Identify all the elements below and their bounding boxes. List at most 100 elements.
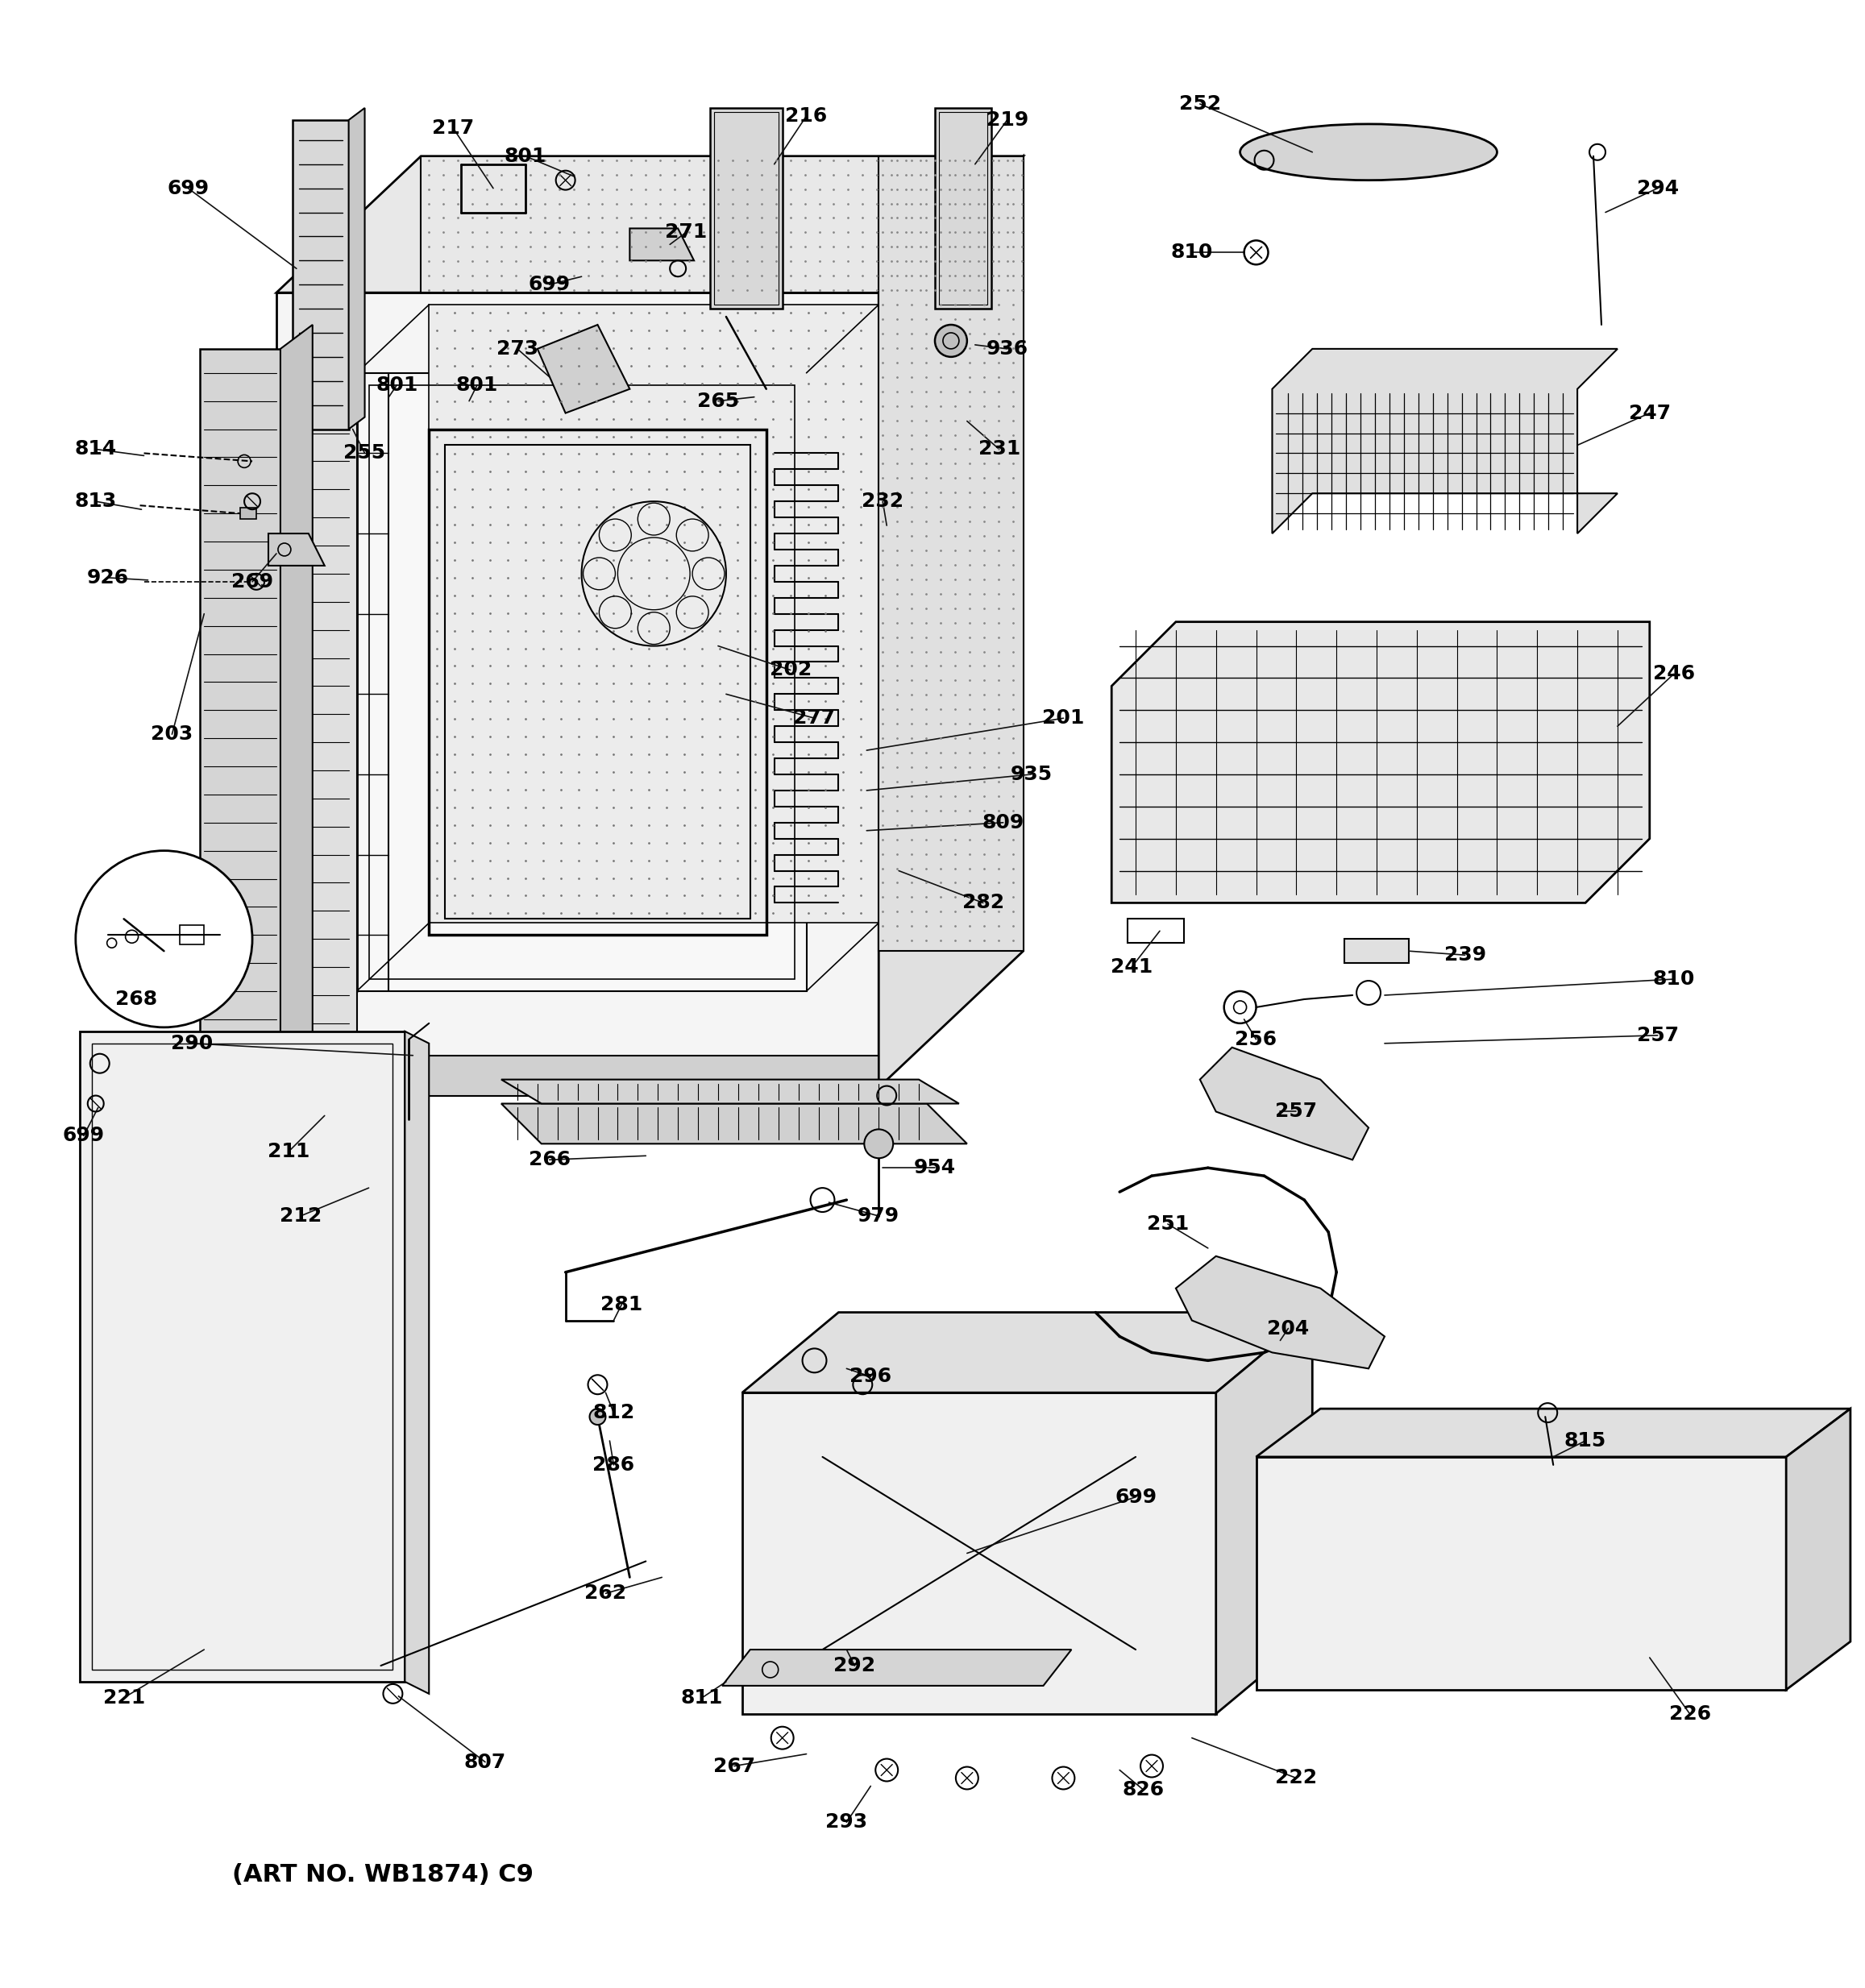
Text: (ART NO. WB1874) C9: (ART NO. WB1874) C9 [233, 1863, 533, 1887]
Polygon shape [878, 157, 1024, 1087]
Text: 807: 807 [464, 1751, 505, 1771]
Polygon shape [1345, 938, 1408, 962]
Text: 246: 246 [1652, 664, 1695, 684]
Circle shape [934, 324, 968, 358]
Text: 813: 813 [75, 491, 117, 511]
Polygon shape [1175, 1256, 1384, 1368]
Text: 255: 255 [343, 443, 386, 463]
Text: 219: 219 [987, 111, 1028, 129]
Polygon shape [1257, 1409, 1850, 1457]
Ellipse shape [1240, 123, 1498, 181]
Text: 265: 265 [698, 392, 739, 412]
Text: 282: 282 [962, 893, 1003, 912]
Text: 226: 226 [1669, 1704, 1710, 1724]
Text: 801: 801 [457, 376, 498, 396]
Polygon shape [80, 1032, 405, 1682]
Text: 202: 202 [768, 660, 811, 680]
Polygon shape [356, 374, 806, 992]
Text: 216: 216 [785, 105, 828, 125]
Text: 257: 257 [1637, 1026, 1678, 1046]
Text: 292: 292 [834, 1656, 875, 1676]
Polygon shape [537, 324, 630, 414]
Text: 251: 251 [1147, 1215, 1188, 1235]
Polygon shape [276, 374, 356, 1087]
Text: 221: 221 [103, 1688, 145, 1708]
Polygon shape [276, 157, 1024, 292]
Text: 814: 814 [75, 439, 117, 459]
Text: 801: 801 [375, 376, 418, 396]
Text: 256: 256 [1235, 1030, 1278, 1050]
Text: 239: 239 [1444, 946, 1486, 964]
Text: 268: 268 [116, 990, 157, 1008]
Text: 926: 926 [88, 569, 129, 586]
Text: 271: 271 [666, 223, 707, 243]
Text: 935: 935 [1011, 765, 1052, 783]
Text: 699: 699 [168, 179, 209, 199]
Text: 286: 286 [593, 1455, 634, 1475]
Text: 810: 810 [1652, 970, 1695, 988]
Polygon shape [276, 1056, 878, 1095]
Text: 217: 217 [433, 119, 474, 137]
Circle shape [589, 1409, 606, 1425]
Text: 699: 699 [63, 1125, 104, 1145]
Polygon shape [269, 533, 325, 567]
Text: 296: 296 [850, 1368, 891, 1386]
Text: 293: 293 [826, 1813, 867, 1831]
Circle shape [76, 851, 252, 1028]
Polygon shape [722, 1650, 1071, 1686]
Text: 201: 201 [1043, 708, 1085, 728]
Text: 810: 810 [1171, 243, 1212, 262]
Text: 241: 241 [1110, 958, 1153, 976]
Polygon shape [200, 348, 280, 1056]
Text: 231: 231 [977, 439, 1020, 459]
Text: 294: 294 [1637, 179, 1678, 199]
Text: 826: 826 [1123, 1781, 1166, 1799]
Polygon shape [742, 1394, 1216, 1714]
Polygon shape [1272, 348, 1617, 533]
Text: 273: 273 [496, 340, 539, 358]
Text: 290: 290 [172, 1034, 213, 1054]
Text: 801: 801 [504, 147, 546, 165]
Polygon shape [934, 107, 990, 308]
Text: 222: 222 [1276, 1769, 1317, 1787]
Polygon shape [241, 507, 256, 519]
Text: 204: 204 [1266, 1318, 1309, 1338]
Polygon shape [293, 119, 349, 429]
Text: 203: 203 [151, 724, 194, 744]
Polygon shape [405, 1032, 429, 1694]
Polygon shape [1257, 1457, 1787, 1690]
Text: 267: 267 [712, 1755, 755, 1775]
Polygon shape [429, 304, 878, 922]
Text: 211: 211 [267, 1143, 310, 1161]
Polygon shape [276, 292, 878, 1087]
Polygon shape [1787, 1409, 1850, 1690]
Text: 257: 257 [1276, 1101, 1317, 1121]
Text: 699: 699 [528, 274, 571, 294]
Text: 212: 212 [280, 1207, 321, 1227]
Polygon shape [1112, 622, 1651, 903]
Polygon shape [878, 157, 1024, 950]
Polygon shape [1216, 1312, 1313, 1714]
Polygon shape [421, 157, 1024, 292]
Polygon shape [630, 229, 694, 260]
Text: 809: 809 [983, 813, 1024, 833]
Polygon shape [349, 107, 366, 429]
Text: 954: 954 [914, 1159, 957, 1177]
Text: 277: 277 [793, 708, 836, 728]
Polygon shape [502, 1079, 959, 1103]
Text: 812: 812 [593, 1404, 634, 1421]
Polygon shape [280, 324, 313, 1056]
Circle shape [863, 1129, 893, 1159]
Text: 815: 815 [1565, 1431, 1606, 1451]
Text: 936: 936 [987, 340, 1028, 358]
Text: 811: 811 [681, 1688, 724, 1708]
Text: 979: 979 [858, 1207, 899, 1227]
Text: 266: 266 [528, 1151, 571, 1169]
Text: 247: 247 [1628, 404, 1671, 423]
Text: 699: 699 [1115, 1487, 1156, 1507]
Polygon shape [742, 1312, 1313, 1394]
Polygon shape [502, 1103, 968, 1143]
Text: 281: 281 [601, 1294, 643, 1314]
Text: 262: 262 [584, 1584, 627, 1602]
Text: 252: 252 [1179, 93, 1222, 113]
